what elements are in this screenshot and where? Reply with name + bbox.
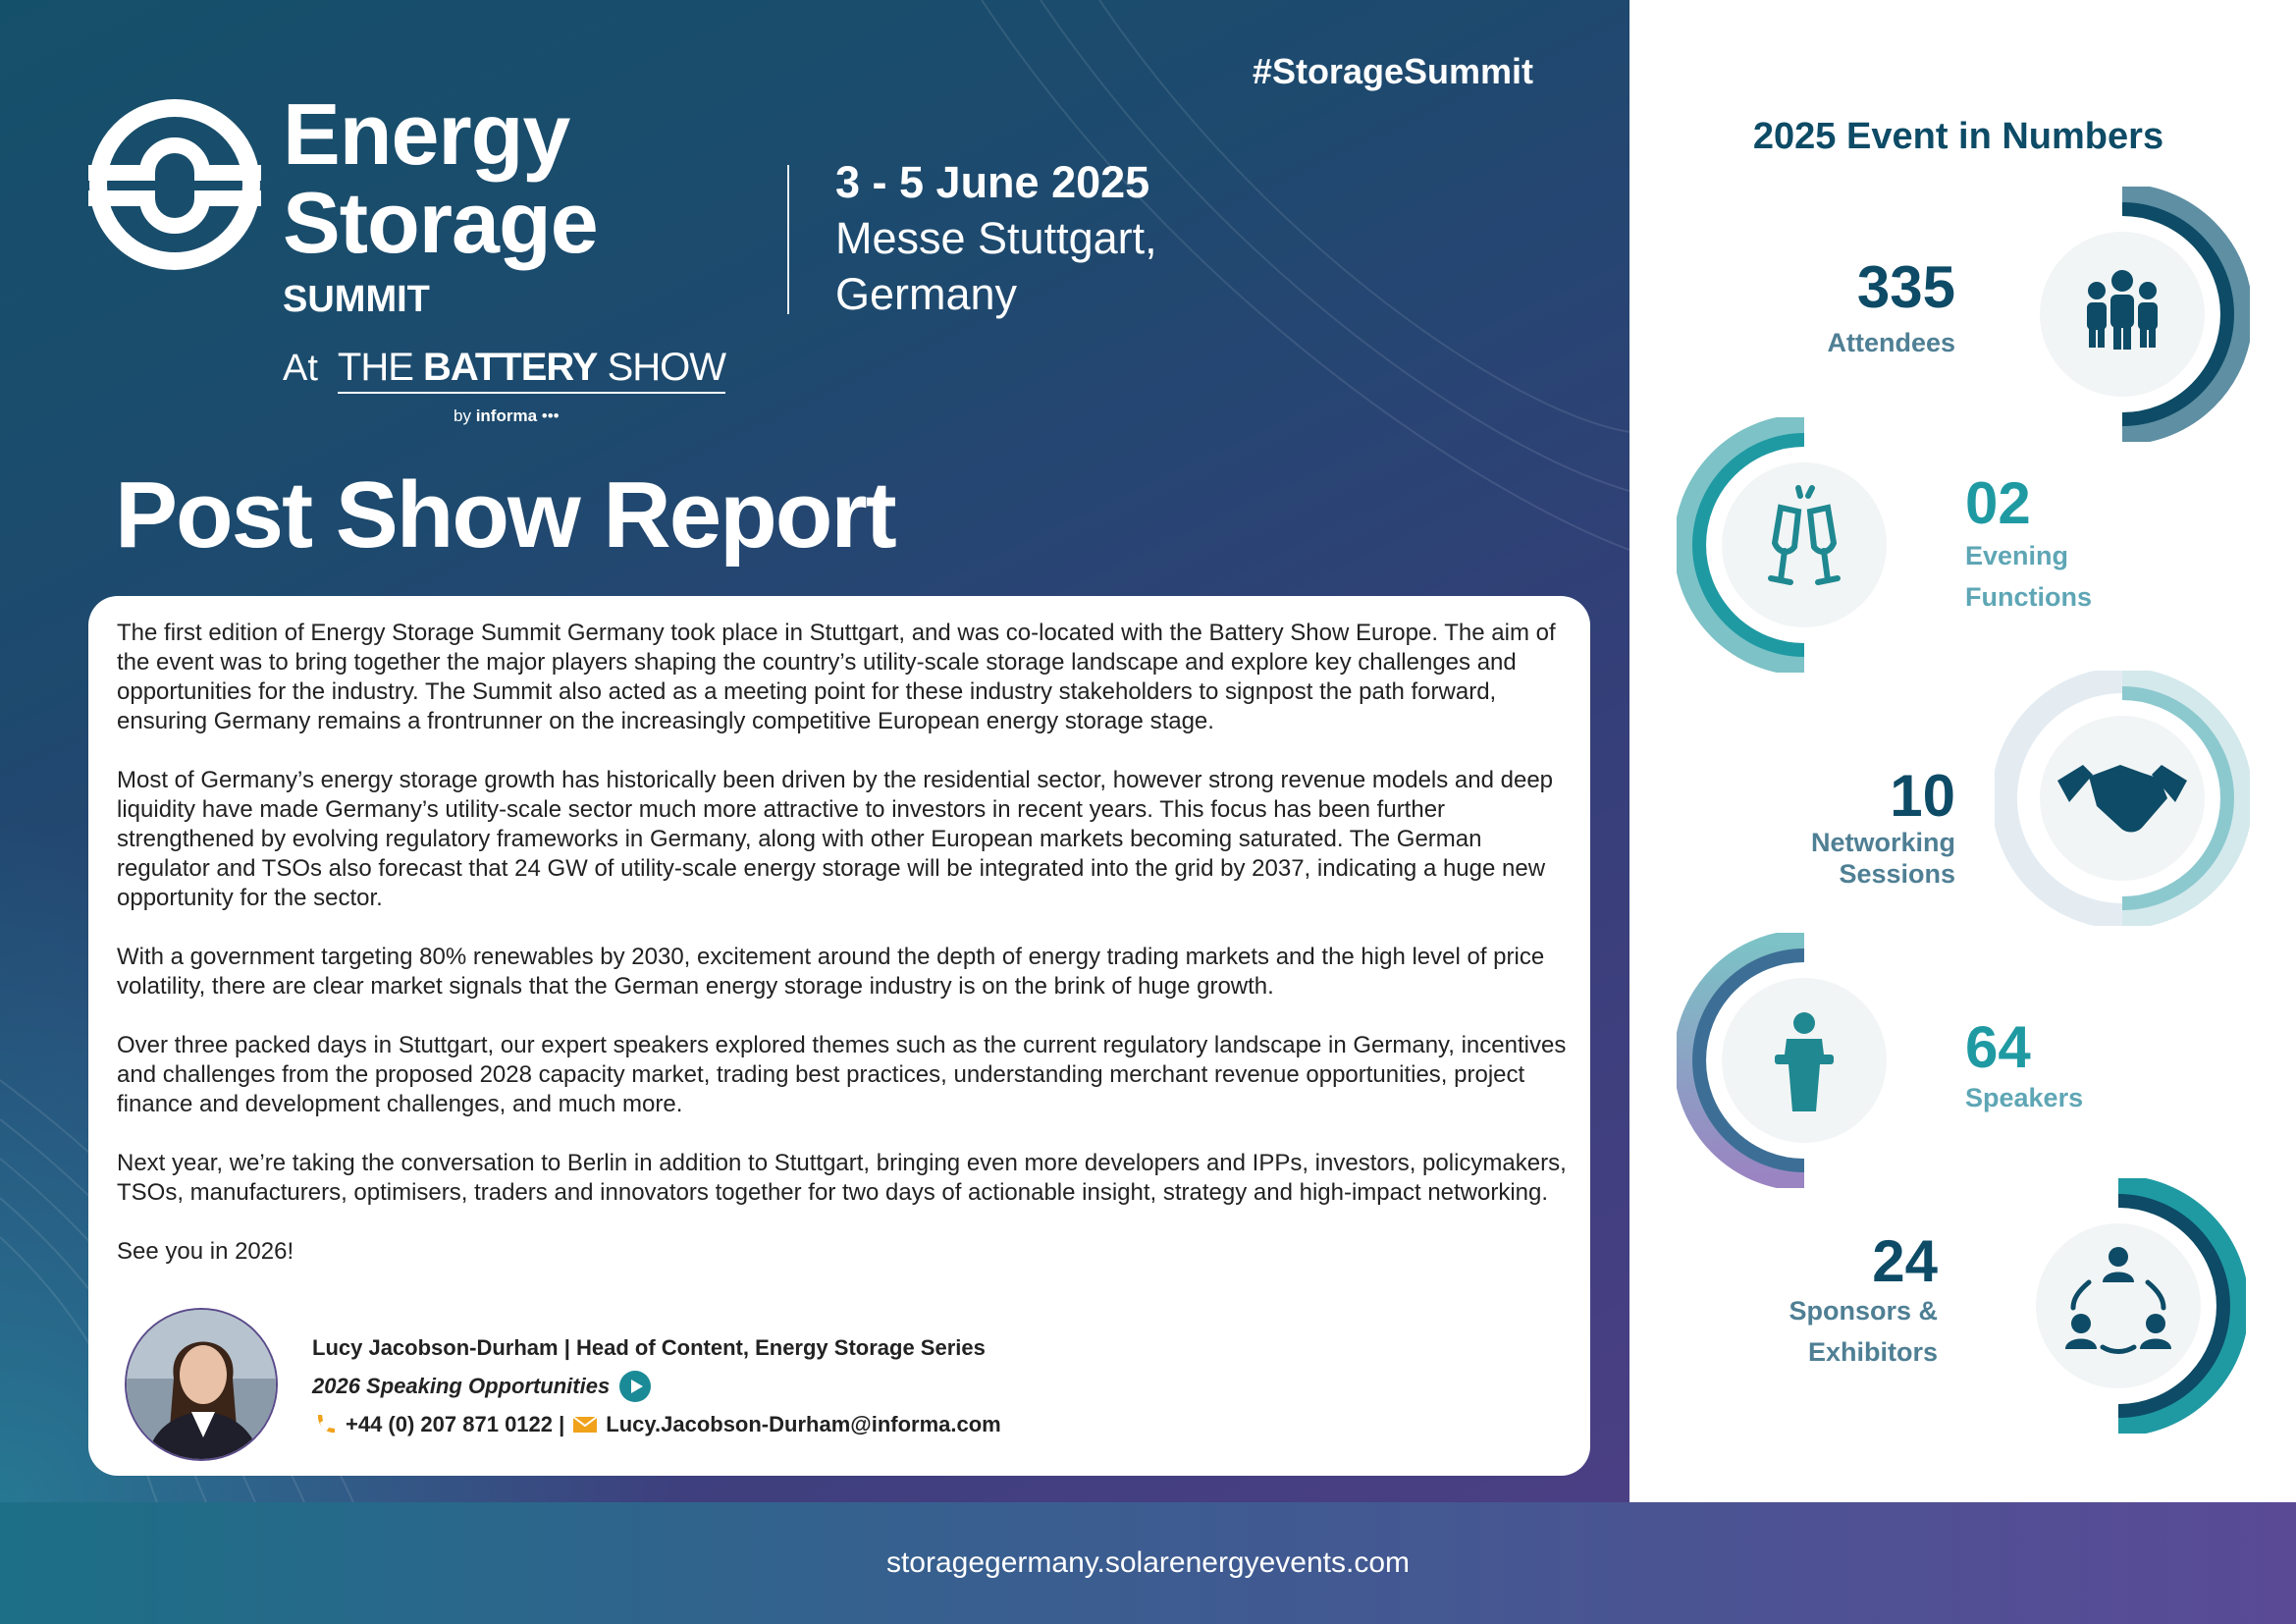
- stat-value-attendees: 335: [1856, 254, 1955, 320]
- report-card: [88, 596, 1590, 1476]
- stat-label-attendees: Attendees: [1827, 328, 1955, 357]
- stat-value-evening-functions: 02: [1965, 470, 2031, 536]
- battery-post: SHOW: [597, 346, 726, 389]
- paragraph: Most of Germany’s energy storage growth …: [117, 767, 1554, 911]
- logo-line-storage: Storage: [283, 174, 599, 271]
- contact-email[interactable]: Lucy.Jacobson-Durham@informa.com: [606, 1412, 1001, 1436]
- header-divider: [787, 165, 789, 314]
- paragraph: Over three packed days in Stuttgart, our…: [117, 1032, 1567, 1117]
- portrait-image: [127, 1310, 276, 1459]
- podium-icon: [1775, 1012, 1834, 1111]
- networking-ring: [1995, 671, 2250, 926]
- paragraph: With a government targeting 80% renewabl…: [117, 944, 1545, 1000]
- paragraph: Next year, we’re taking the conversation…: [117, 1150, 1567, 1206]
- champagne-icon: [1768, 485, 1841, 585]
- battery-at: At: [283, 348, 318, 389]
- page-title: Post Show Report: [115, 462, 897, 568]
- stat-value-speakers: 64: [1965, 1014, 2031, 1080]
- battery-show-lockup: At THE BATTERY SHOW: [283, 346, 726, 394]
- evening-functions-ring: [1677, 417, 1900, 673]
- sponsors-ring: [2022, 1178, 2246, 1434]
- energy-storage-logo-icon: [88, 99, 261, 270]
- report-body: The first edition of Energy Storage Summ…: [117, 619, 1570, 1296]
- hashtag: #StorageSummit: [1252, 51, 1533, 91]
- event-place: Messe Stuttgart, Germany: [835, 213, 1157, 319]
- phone-icon: [317, 1415, 335, 1434]
- stat-value-networking: 10: [1890, 763, 1955, 829]
- email-icon: [572, 1416, 598, 1433]
- paragraph: The first edition of Energy Storage Summ…: [117, 620, 1556, 734]
- stat-label-sessions: Sessions: [1839, 859, 1955, 889]
- stat-label-evening: Evening: [1965, 541, 2069, 570]
- paragraph: See you in 2026!: [117, 1238, 294, 1265]
- stat-label-sponsors: Sponsors &: [1789, 1296, 1938, 1326]
- people-icon: [2087, 270, 2158, 350]
- stat-label-networking: Networking: [1810, 828, 1955, 857]
- footer-bar: [0, 1502, 2296, 1624]
- stat-label-speakers: Speakers: [1965, 1083, 2084, 1112]
- speakers-ring: [1677, 933, 1900, 1188]
- stat-label-functions: Functions: [1965, 582, 2092, 612]
- informa-brand: informa: [475, 406, 538, 425]
- stat-label-exhibitors: Exhibitors: [1807, 1337, 1938, 1367]
- handshake-icon: [2057, 765, 2187, 833]
- numbers-title: 2025 Event in Numbers: [1752, 116, 2164, 157]
- by-informa: by informa •••: [454, 406, 560, 425]
- contact-details: +44 (0) 207 871 0122 | Lucy.Jacobson-Dur…: [312, 1412, 1001, 1437]
- logo-wordmark: Energy Storage SUMMIT: [283, 85, 599, 321]
- battery-show-name: THE BATTERY SHOW: [337, 346, 726, 394]
- network-icon: [2065, 1247, 2171, 1349]
- speaking-opportunities-link[interactable]: 2026 Speaking Opportunities: [312, 1371, 1001, 1402]
- event-date: 3 - 5 June 2025: [835, 157, 1150, 207]
- logo-line-energy: Energy: [283, 85, 570, 183]
- speaking-link-text[interactable]: 2026 Speaking Opportunities: [312, 1374, 611, 1398]
- battery-bold: BATTERY: [423, 346, 598, 389]
- stat-value-sponsors: 24: [1872, 1228, 1938, 1294]
- contact-block: Lucy Jacobson-Durham | Head of Content, …: [312, 1335, 1001, 1437]
- logo-line-summit: SUMMIT: [283, 279, 430, 320]
- footer-website-link[interactable]: storagegermany.solarenergyevents.com: [885, 1546, 1411, 1579]
- play-icon[interactable]: [619, 1371, 652, 1402]
- battery-pre: THE: [337, 346, 424, 389]
- contact-name: Lucy Jacobson-Durham | Head of Content, …: [312, 1335, 986, 1360]
- by-label: by: [454, 406, 476, 425]
- avatar: [125, 1308, 278, 1461]
- attendees-ring: [2026, 187, 2250, 442]
- contact-phone: +44 (0) 207 871 0122 |: [346, 1412, 565, 1436]
